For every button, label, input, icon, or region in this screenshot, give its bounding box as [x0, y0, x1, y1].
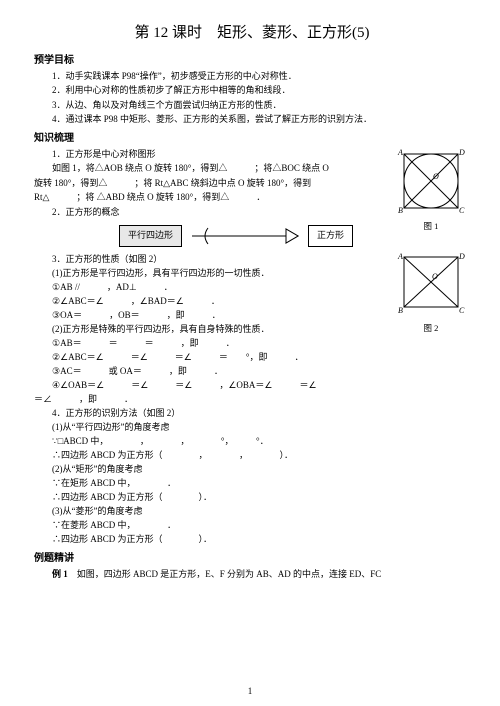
- p43a: ∵在菱形 ABCD 中， ．: [34, 519, 470, 533]
- ex1-bold: 例 1: [52, 569, 68, 579]
- flow-left-box: 平行四边形: [119, 225, 182, 247]
- figure-2-wrap: A D B C O 图 2: [392, 253, 470, 334]
- p41a: ∵□ABCD 中， ， ， °， °．: [34, 435, 470, 449]
- flow-diagram: 平行四边形 正方形: [84, 225, 388, 247]
- section-heading-3: 例题精讲: [34, 551, 470, 566]
- svg-text:B: B: [398, 206, 403, 214]
- svg-text:D: D: [458, 148, 465, 157]
- page-title: 第 12 课时 矩形、菱形、正方形(5): [34, 22, 470, 45]
- section-heading-2: 知识梳理: [34, 131, 470, 146]
- flow-right-box: 正方形: [308, 225, 353, 247]
- p32c: ③AC＝ 或 OA＝ ，即 ．: [34, 365, 470, 379]
- svg-text:O: O: [433, 172, 439, 181]
- p43b: ∴四边形 ABCD 为正方形（ ）．: [34, 533, 470, 547]
- figure-2-svg: A D B C O: [396, 253, 466, 315]
- k4: 4．正方形的识别方法（如图 2）: [34, 407, 470, 421]
- arrow-icon: [190, 225, 300, 247]
- p32b: ②∠ABC＝∠ ＝∠ ＝∠ ＝ °，即 ．: [34, 351, 470, 365]
- p42: (2)从“矩形”的角度考虑: [34, 463, 470, 477]
- svg-text:B: B: [398, 306, 403, 315]
- p41b: ∴四边形 ABCD 为正方形（ ， ， ）．: [34, 449, 470, 463]
- figure-1-wrap: A D B C O 图 1: [392, 148, 470, 233]
- p42a: ∵在矩形 ABCD 中， ．: [34, 477, 470, 491]
- p32a: ①AB＝ ＝ ＝ ，即 ．: [34, 337, 470, 351]
- svg-text:A: A: [397, 148, 403, 157]
- svg-text:C: C: [459, 306, 465, 315]
- page-number: 1: [0, 685, 500, 699]
- goal-4: 4．通过课本 P98 中矩形、菱形、正方形的关系图，尝试了解正方形的识别方法．: [34, 113, 470, 127]
- ex1-text: 如图，四边形 ABCD 是正方形，E、F 分别为 AB、AD 的中点，连接 ED…: [77, 569, 382, 579]
- p32d: ④∠OAB＝∠ ＝∠ ＝∠ ，∠OBA＝∠ ＝∠: [34, 379, 470, 393]
- figure-2-label: 图 2: [392, 322, 470, 335]
- svg-text:D: D: [458, 253, 465, 261]
- goal-3: 3．从边、角以及对角线三个方面尝试归纳正方形的性质．: [34, 99, 470, 113]
- section-heading-1: 预学目标: [34, 53, 470, 68]
- p42b: ∴四边形 ABCD 为正方形（ ）．: [34, 491, 470, 505]
- svg-text:C: C: [459, 206, 465, 214]
- ex1: 例 1 如图，四边形 ABCD 是正方形，E、F 分别为 AB、AD 的中点，连…: [34, 568, 470, 582]
- page: 第 12 课时 矩形、菱形、正方形(5) 预学目标 1．动手实践课本 P98“操…: [0, 0, 500, 706]
- svg-text:O: O: [432, 272, 438, 281]
- p32e: ＝∠ ，即 ．: [34, 393, 470, 407]
- figure-1-label: 图 1: [392, 220, 470, 233]
- svg-text:A: A: [397, 253, 403, 261]
- figure-1-svg: A D B C O: [396, 148, 466, 214]
- p43: (3)从“菱形”的角度考虑: [34, 505, 470, 519]
- goal-1: 1．动手实践课本 P98“操作”，初步感受正方形的中心对称性．: [34, 70, 470, 84]
- p41: (1)从“平行四边形”的角度考虑: [34, 421, 470, 435]
- goal-2: 2．利用中心对称的性质初步了解正方形中相等的角和线段．: [34, 84, 470, 98]
